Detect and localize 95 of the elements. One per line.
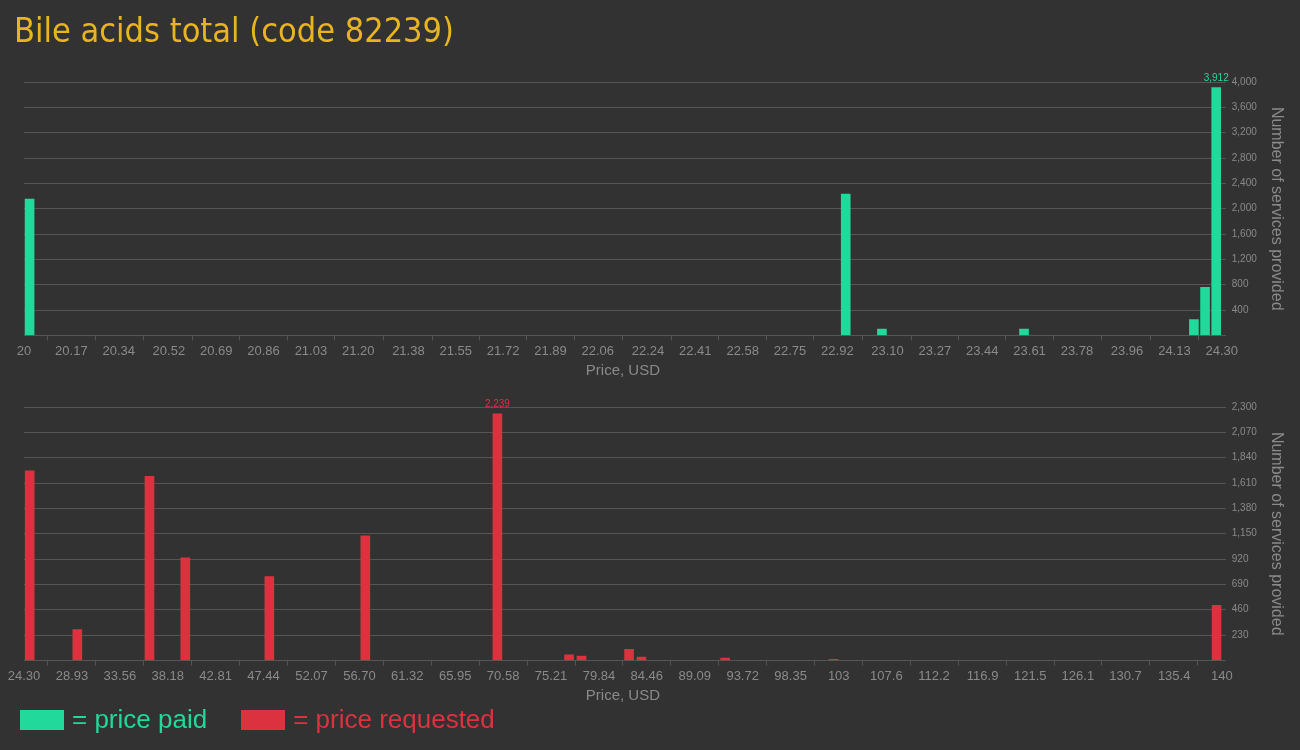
x-tick-label: 22.58 — [726, 342, 759, 358]
x-tick-label: 21.38 — [392, 342, 425, 358]
y-tick-label: 920 — [1231, 552, 1249, 564]
y-tick-label: 1,380 — [1231, 502, 1258, 514]
x-tick-label: 47.44 — [247, 667, 280, 683]
x-tick-label: 75.21 — [534, 667, 568, 683]
y-tick-label: 690 — [1231, 578, 1249, 590]
y-tick-label: 2,000 — [1231, 202, 1258, 214]
y-tick-label: 2,070 — [1231, 426, 1258, 438]
legend-label: = price paid — [71, 704, 208, 735]
bar — [360, 535, 371, 661]
bar — [492, 413, 503, 661]
x-tick-label: 130.7 — [1109, 667, 1142, 683]
y-tick-label: 2,300 — [1231, 400, 1258, 412]
x-tick-label: 93.72 — [726, 667, 759, 683]
x-tick-label: 79.84 — [582, 667, 616, 683]
x-tick-label: 20 — [16, 342, 32, 358]
x-tick-label: 121.5 — [1013, 667, 1047, 683]
data-label: 3,912 — [1203, 72, 1230, 84]
x-tick-label: 23.61 — [1013, 342, 1046, 358]
x-tick-label: 61.32 — [390, 667, 424, 683]
x-tick-label: 28.93 — [55, 667, 89, 683]
x-tick-label: 70.58 — [486, 667, 520, 683]
x-tick-label: 89.09 — [678, 667, 712, 683]
data-label: 2,239 — [484, 398, 511, 410]
bar — [840, 193, 851, 336]
bar — [72, 629, 83, 661]
y-tick-label: 460 — [1231, 603, 1249, 615]
y-axis-title: Number of services provided — [1268, 106, 1286, 311]
legend-label: = price requested — [292, 704, 495, 735]
x-axis-title: Price, USD — [585, 361, 661, 379]
x-tick-label: 135.4 — [1157, 667, 1191, 683]
x-tick-label: 23.96 — [1110, 342, 1144, 358]
x-tick-label: 23.10 — [871, 342, 904, 358]
y-tick-label: 1,600 — [1231, 227, 1258, 239]
x-tick-label: 23.44 — [965, 342, 999, 358]
x-tick-label: 140 — [1210, 667, 1233, 683]
x-tick-label: 103 — [827, 667, 850, 683]
x-tick-label: 21.89 — [534, 342, 567, 358]
y-tick-label: 1,840 — [1231, 451, 1258, 463]
x-tick-label: 126.1 — [1061, 667, 1095, 683]
y-tick-label: 1,150 — [1231, 527, 1258, 539]
x-tick-label: 20.17 — [55, 342, 88, 358]
bar — [1019, 328, 1029, 336]
x-tick-label: 21.55 — [439, 342, 473, 358]
y-tick-label: 1,610 — [1231, 476, 1258, 488]
y-tick-label: 800 — [1231, 278, 1249, 290]
x-tick-label: 20.86 — [247, 342, 280, 358]
bar — [24, 198, 35, 336]
x-tick-label: 22.75 — [773, 342, 807, 358]
y-tick-label: 1,200 — [1231, 253, 1258, 265]
x-tick-label: 21.72 — [486, 342, 520, 358]
x-tick-label: 21.03 — [294, 342, 328, 358]
x-tick-label: 107.6 — [870, 667, 903, 683]
x-tick-label: 21.20 — [341, 342, 375, 358]
x-tick-label: 33.56 — [103, 667, 137, 683]
y-tick-label: 2,800 — [1231, 151, 1258, 163]
x-tick-label: 52.07 — [295, 667, 328, 683]
x-tick-label: 42.81 — [199, 667, 232, 683]
x-tick-label: 38.18 — [151, 667, 184, 683]
x-tick-label: 23.27 — [918, 342, 952, 358]
x-tick-label: 65.95 — [438, 667, 472, 683]
bar — [564, 654, 574, 661]
x-axis-title: Price, USD — [585, 686, 661, 704]
bar — [24, 470, 35, 661]
x-tick-label: 116.9 — [966, 667, 999, 683]
y-tick-label: 400 — [1231, 303, 1249, 315]
x-tick-label: 22.92 — [821, 342, 854, 358]
x-tick-label: 24.13 — [1158, 342, 1191, 358]
y-tick-label: 3,200 — [1231, 126, 1258, 138]
y-tick-label: 2,400 — [1231, 177, 1258, 189]
x-tick-label: 20.69 — [199, 342, 233, 358]
chart-title: Bile acids total (code 82239) — [14, 10, 454, 50]
x-tick-label: 56.70 — [343, 667, 376, 683]
y-tick-label: 230 — [1231, 628, 1249, 640]
x-tick-label: 20.34 — [102, 342, 135, 358]
bar — [624, 649, 634, 661]
x-tick-label: 98.35 — [774, 667, 807, 683]
x-tick-label: 24.30 — [1205, 342, 1239, 358]
bar — [1211, 604, 1222, 661]
bar — [264, 576, 275, 661]
x-tick-label: 84.46 — [630, 667, 664, 683]
x-tick-label: 24.30 — [7, 667, 41, 683]
x-tick-label: 22.06 — [581, 342, 615, 358]
bar — [877, 328, 887, 336]
y-tick-label: 4,000 — [1231, 75, 1258, 87]
x-tick-label: 23.78 — [1060, 342, 1094, 358]
x-tick-label: 22.24 — [631, 342, 665, 358]
bar — [144, 476, 155, 661]
x-tick-label: 20.52 — [152, 342, 186, 358]
x-tick-label: 22.41 — [679, 342, 712, 358]
bar — [180, 557, 191, 661]
x-tick-label: 112.2 — [918, 667, 950, 683]
y-tick-label: 3,600 — [1231, 101, 1258, 113]
y-axis-title: Number of services provided — [1268, 431, 1286, 636]
